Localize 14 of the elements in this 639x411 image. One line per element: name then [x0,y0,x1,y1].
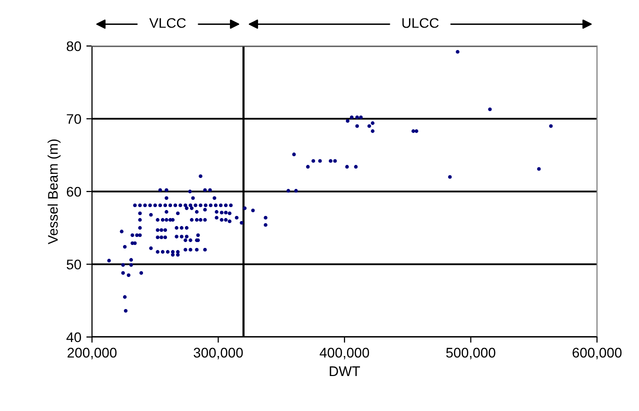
y-tick-label: 80 [66,41,82,52]
y-tick-label: 70 [66,114,82,124]
x-axis-title: DWT [330,366,360,376]
x-tick-label: 600,000 [572,348,622,360]
x-tick-label: 300,000 [194,348,243,360]
x-tick-label: 200,000 [68,348,117,360]
y-tick-label: 60 [66,186,82,197]
x-tick-label: 500,000 [446,348,496,360]
text: ULCC [402,18,439,28]
x-tick-label: 400,000 [320,348,370,360]
y-tick-label: 40 [66,332,82,342]
y-axis-title: Vessel Beam (m) [48,139,61,244]
y-tick-label: 50 [66,260,82,270]
text: VLCC [149,18,186,28]
